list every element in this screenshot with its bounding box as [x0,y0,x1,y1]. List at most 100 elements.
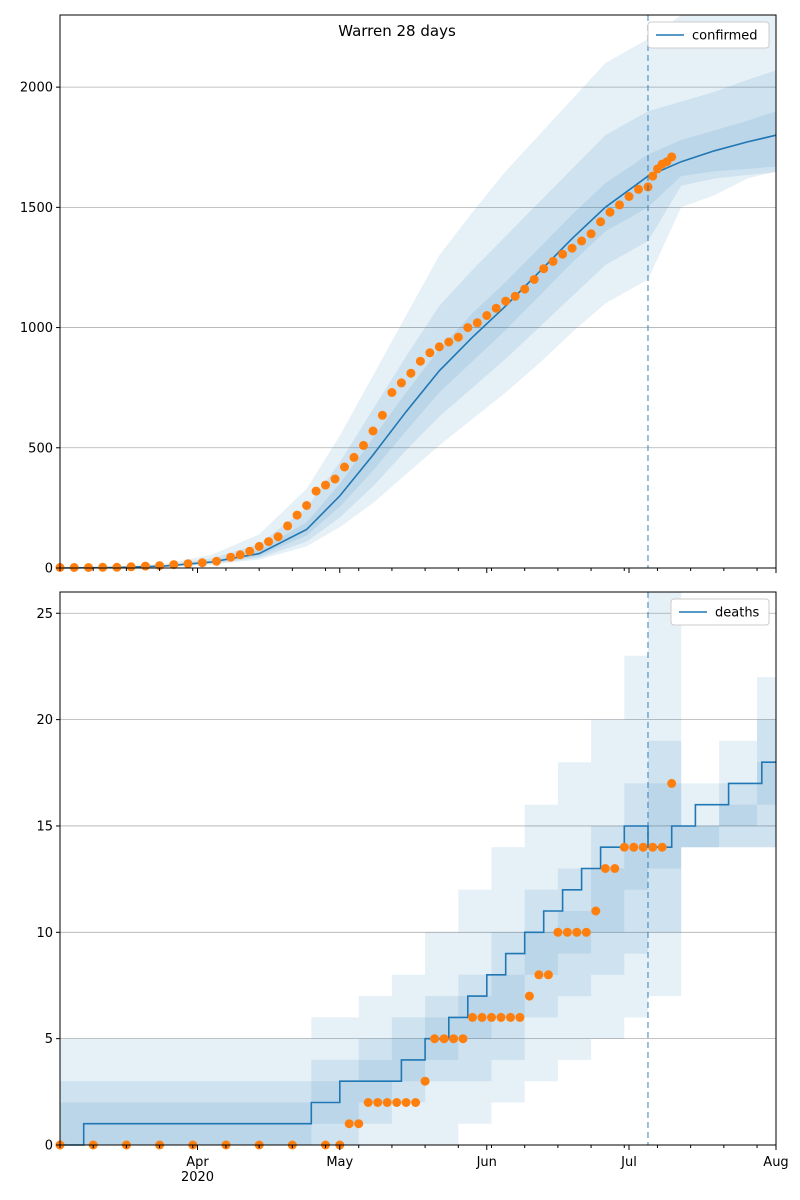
deaths-observed-point-43 [657,842,667,852]
confirmed-observed-point-42 [510,291,520,301]
confirmed-observed-point-57 [648,171,658,181]
confirmed-observed-point-49 [577,236,587,246]
deaths-observed-point-21 [449,1034,459,1044]
deaths-observed-point-19 [430,1034,440,1044]
deaths-observed-point-13 [373,1098,383,1107]
confirmed-observed-point-37 [463,323,473,333]
deaths-observed-point-44 [667,778,677,788]
confirmed-observed-point-18 [283,521,293,531]
confirmed-observed-point-38 [472,318,482,328]
confirmed-observed-point-46 [548,256,558,266]
deaths-median-line [60,761,776,1146]
deaths-median [60,761,776,1146]
deaths-ytick-label-4: 20 [36,713,53,728]
confirmed-observed-point-20 [302,501,312,510]
confirmed-observed-point-61 [667,152,677,162]
deaths-axes-frame [59,591,777,1146]
deaths-ytick-label-3: 15 [36,819,53,834]
deaths-observed-point-12 [363,1098,373,1107]
confirmed-observed-point-23 [330,474,340,484]
confirmed-observed-point-26 [359,440,368,450]
deaths-ytick-label-2: 10 [36,926,53,941]
deaths-observed-point-17 [411,1098,421,1107]
deaths-band-0 [60,592,776,1145]
deaths-legend-box [670,598,770,626]
deaths-xtick-label-1: May [326,1155,353,1170]
confirmed-observed-point-11 [212,556,221,566]
confirmed-observed-point-16 [264,537,274,547]
confirmed-observed-point-5 [126,562,136,572]
deaths-xtick-label-4: Aug [763,1155,788,1170]
confirmed-observed-point-50 [586,229,596,239]
confirmed-observed-point-25 [349,452,359,462]
deaths-observed-point-25 [487,1012,496,1022]
confirmed-observed-point-51 [596,217,606,227]
deaths-observed-point-15 [392,1098,402,1107]
deaths-ytick-label-5: 25 [36,607,53,622]
confirmed-observed-point-33 [425,348,435,358]
confirmed-observed-point-39 [482,311,492,320]
confirmed-observed-point-48 [567,243,577,253]
confirmed-observed-point-29 [387,388,397,397]
confirmed-observed-point-19 [292,510,302,520]
confirmed-observed-point-12 [226,552,236,562]
confirmed-band-1 [60,70,776,569]
deaths-observed-point-35 [581,927,591,937]
confirmed-ticks: 0 500 1000 1500 2000 [20,81,777,577]
confirmed-observed-point-9 [183,559,193,569]
deaths-observed-point-37 [600,864,610,873]
deaths-observed-point-29 [524,991,534,1001]
confirmed-observed-point-3 [98,562,108,572]
confirmed-observed-point-24 [340,462,349,472]
deaths-ytick-label-0: 0 [45,1139,53,1154]
confirmed-observed-point-41 [501,296,511,306]
deaths-observed-point-36 [591,906,601,916]
deaths-observed-point-10 [344,1119,354,1129]
confirmed-observed-point-10 [197,558,207,568]
confirmed-observed-point-17 [273,532,283,542]
deaths-xtick-label-0: Apr [186,1155,209,1170]
confirmed-observed-point-32 [415,356,425,366]
confirmed-observed-point-31 [406,368,416,378]
confirmed-observed-point-30 [396,378,406,388]
deaths-observed-point-18 [420,1076,430,1086]
deaths-observed-point-32 [553,927,563,937]
confirmed-observed-point-6 [140,561,150,571]
confirmed-observed-point-8 [169,560,179,570]
confirmed-observed-point-40 [491,303,501,313]
confirmed-legend-box [647,21,770,49]
deaths-observed-point-34 [572,927,582,937]
confirmed-observed-point-27 [368,426,378,436]
deaths-observed-point-14 [382,1098,392,1107]
confirmed-ytick-label-1: 500 [28,441,53,456]
confirmed-band-0 [60,15,776,568]
deaths-observed-point-24 [477,1012,487,1022]
confirmed-ytick-label-0: 0 [45,562,53,577]
confirmed-observed-point-13 [235,550,245,560]
deaths-xtick-label-2: Jun [476,1155,497,1170]
confirmed-ytick-label-2: 1000 [20,321,53,336]
deaths-observed-point-28 [515,1012,525,1022]
confirmed-legend-label: confirmed [692,29,758,44]
deaths-observed-point-23 [468,1012,477,1022]
deaths-xtick-label-0-line2: 2020 [181,1170,214,1185]
chart-title: Warren 28 days [338,22,456,40]
confirmed-observed-point-52 [605,207,615,217]
confirmed-observed-point-35 [444,337,454,347]
confirmed-axes-frame [59,14,777,569]
deaths-ytick-label-1: 5 [45,1032,53,1047]
confirmed-observed-point-54 [624,192,634,201]
confirmed-observed-point-55 [634,184,643,194]
deaths-observed-point-33 [562,927,572,937]
confirmed-observed-point-45 [539,264,549,274]
deaths-observed-point-41 [638,842,648,852]
deaths-legend-label: deaths [715,606,760,621]
deaths-observed-point-20 [439,1034,449,1044]
confirmed-observed-point-15 [254,541,264,551]
confirmed-band-2 [60,111,776,568]
confirmed-ytick-label-3: 1500 [20,201,53,216]
